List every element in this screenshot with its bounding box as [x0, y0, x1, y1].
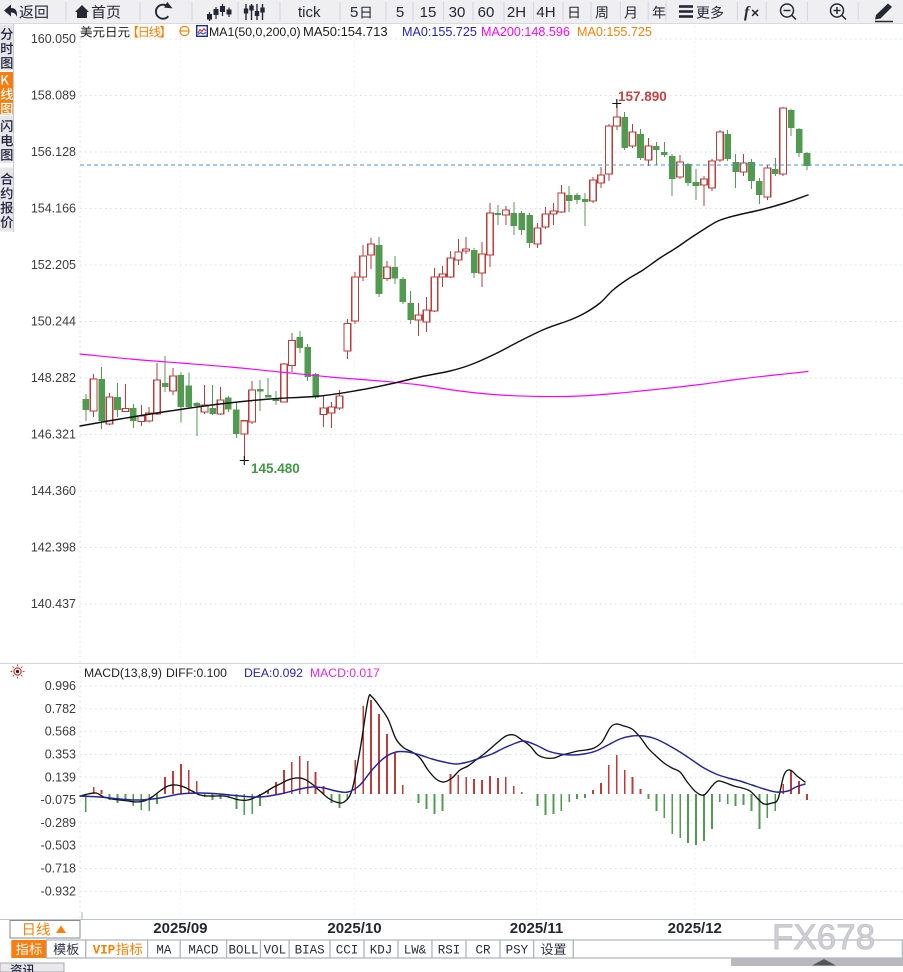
- svg-text:DIFF:0.100: DIFF:0.100: [166, 666, 227, 680]
- svg-text:RSI: RSI: [438, 944, 461, 958]
- svg-text:PSY: PSY: [506, 944, 529, 958]
- svg-text:2025/12: 2025/12: [668, 920, 722, 937]
- svg-text:0.996: 0.996: [45, 679, 76, 693]
- svg-text:152.205: 152.205: [31, 258, 76, 272]
- svg-text:0.353: 0.353: [45, 747, 76, 761]
- svg-text:MACD: MACD: [188, 944, 218, 958]
- svg-text:VIP: VIP: [93, 944, 116, 958]
- svg-text:154.166: 154.166: [31, 202, 76, 216]
- svg-text:tick: tick: [298, 4, 321, 21]
- svg-text:f: f: [744, 4, 751, 21]
- svg-text:0.139: 0.139: [45, 770, 76, 784]
- svg-text:156.128: 156.128: [31, 145, 76, 159]
- svg-text:VOL: VOL: [264, 944, 287, 958]
- svg-text:2025/10: 2025/10: [327, 920, 381, 937]
- svg-text:2025/11: 2025/11: [510, 920, 563, 937]
- svg-text:CCI: CCI: [336, 944, 359, 958]
- svg-text:157.890: 157.890: [618, 89, 667, 104]
- svg-text:MA0:155.725: MA0:155.725: [577, 25, 652, 39]
- svg-text:158.089: 158.089: [31, 89, 76, 103]
- svg-text:FX678: FX678: [772, 918, 875, 957]
- svg-text:MA200:148.596: MA200:148.596: [481, 25, 570, 39]
- svg-text:MA: MA: [156, 944, 172, 958]
- svg-text:MA50:154.713: MA50:154.713: [303, 24, 388, 39]
- svg-text:146.321: 146.321: [31, 428, 76, 442]
- svg-text:CR: CR: [475, 944, 491, 958]
- svg-text:-0.075: -0.075: [41, 793, 76, 807]
- svg-text:MA0:155.725: MA0:155.725: [402, 25, 477, 39]
- svg-text:MACD:0.017: MACD:0.017: [310, 666, 380, 680]
- svg-text:DEA:0.092: DEA:0.092: [244, 666, 303, 680]
- svg-text:-0.718: -0.718: [41, 862, 76, 876]
- svg-text:5: 5: [396, 4, 404, 21]
- svg-text:-0.932: -0.932: [41, 884, 76, 898]
- svg-text:2H: 2H: [507, 4, 526, 21]
- svg-text:BOLL: BOLL: [229, 944, 259, 958]
- svg-text:4H: 4H: [536, 4, 555, 21]
- svg-text:0.782: 0.782: [45, 702, 76, 716]
- svg-text:150.244: 150.244: [31, 315, 76, 329]
- svg-text:0.568: 0.568: [45, 725, 76, 739]
- svg-text:KDJ: KDJ: [370, 944, 393, 958]
- svg-text:5: 5: [350, 4, 358, 21]
- svg-text:15: 15: [420, 4, 437, 21]
- svg-text:2025/09: 2025/09: [153, 920, 207, 937]
- svg-text:160.050: 160.050: [31, 32, 76, 46]
- svg-text:-0.503: -0.503: [41, 839, 76, 853]
- svg-text:145.480: 145.480: [251, 461, 300, 476]
- svg-text:60: 60: [478, 4, 495, 21]
- svg-text:-0.289: -0.289: [41, 816, 76, 830]
- svg-text:148.282: 148.282: [31, 371, 76, 385]
- svg-text:142.398: 142.398: [31, 541, 76, 555]
- svg-text:30: 30: [449, 4, 466, 21]
- svg-text:BIAS: BIAS: [295, 944, 325, 958]
- svg-text:LW&: LW&: [404, 944, 427, 958]
- svg-text:140.437: 140.437: [31, 597, 76, 611]
- svg-text:MA1(50,0,200,0): MA1(50,0,200,0): [209, 25, 301, 39]
- svg-text:MACD(13,8,9): MACD(13,8,9): [84, 666, 162, 680]
- svg-text:144.360: 144.360: [31, 484, 76, 498]
- svg-text:×: ×: [751, 5, 759, 21]
